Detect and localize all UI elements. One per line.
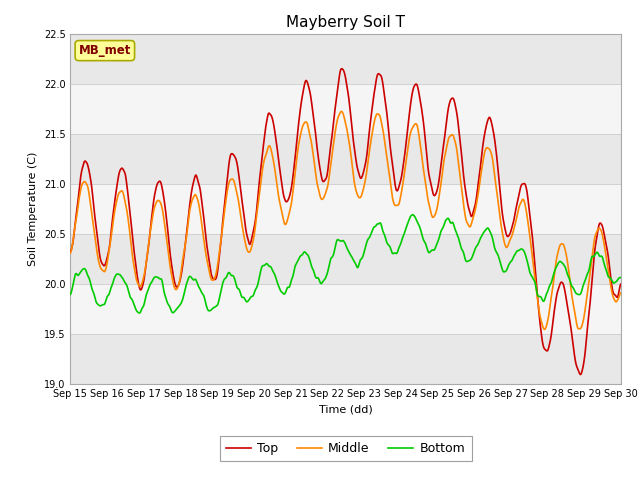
Bar [70,184,621,234]
Bottom [617,275,625,280]
Bottom [189,277,197,283]
Top [504,233,511,239]
Top [552,298,559,304]
Bottom [176,302,184,308]
Bottom [504,265,511,271]
Top [189,182,196,188]
Line: Bottom: Bottom [70,215,621,313]
Middle [541,326,548,332]
Middle [617,290,625,296]
Text: MB_met: MB_met [79,44,131,57]
Bar [70,34,621,84]
Line: Top: Top [70,69,621,374]
Legend: Top, Middle, Bottom: Top, Middle, Bottom [220,436,472,461]
Y-axis label: Soil Temperature (C): Soil Temperature (C) [28,152,38,266]
Top [175,280,183,286]
Bar [70,234,621,284]
Title: Mayberry Soil T: Mayberry Soil T [286,15,405,30]
Top [67,249,74,254]
Bar [70,334,621,384]
Bottom [409,212,417,217]
Middle [189,196,196,202]
Top [617,281,625,287]
Bottom [552,264,560,270]
Middle [504,244,511,250]
Bottom [251,288,259,294]
Top [338,66,346,72]
X-axis label: Time (dd): Time (dd) [319,405,372,414]
Bar [70,84,621,134]
Bar [70,284,621,334]
Line: Middle: Middle [70,111,621,329]
Top [431,192,439,198]
Middle [250,231,258,237]
Top [250,224,258,229]
Middle [338,108,346,114]
Middle [552,258,560,264]
Bar [70,134,621,184]
Middle [175,279,183,285]
Top [577,372,584,377]
Bottom [67,291,74,297]
Middle [431,211,439,217]
Bottom [136,310,143,316]
Bottom [432,244,440,250]
Middle [67,250,74,256]
